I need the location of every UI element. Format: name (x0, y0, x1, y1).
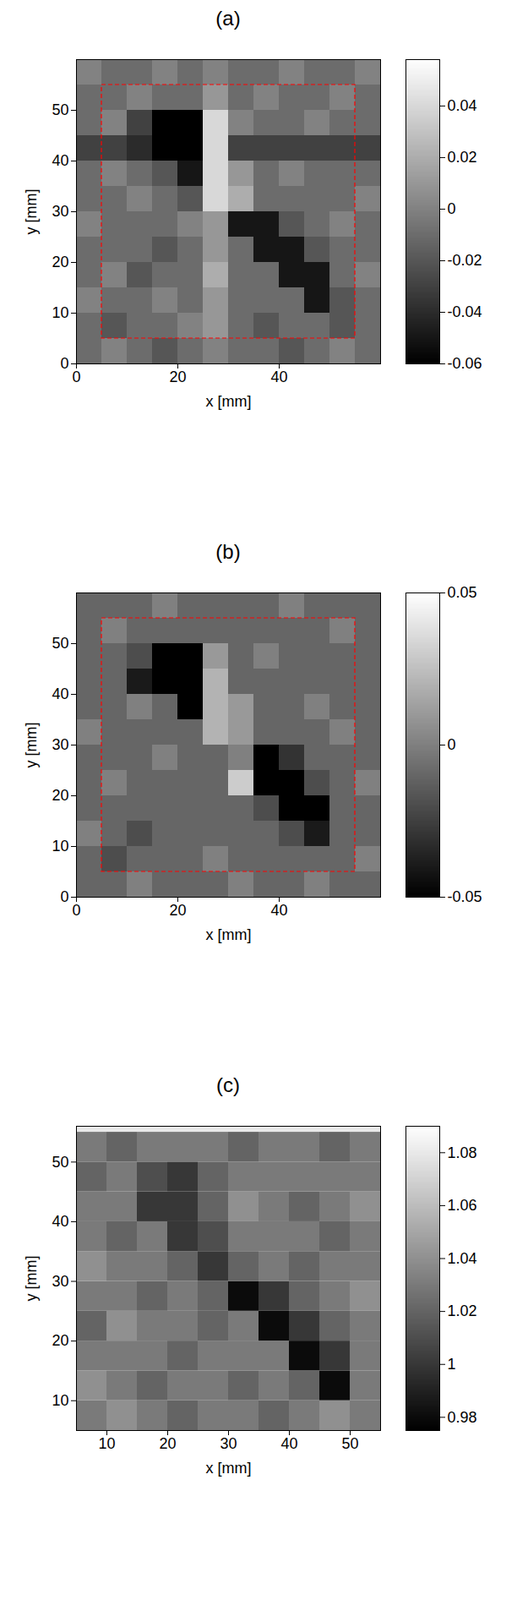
svg-text:1: 1 (447, 1355, 457, 1372)
svg-text:20: 20 (51, 253, 69, 271)
html-text:(b): (b) (215, 539, 241, 563)
html-text:(a): (a) (215, 6, 241, 30)
svg-text:30: 30 (219, 1434, 237, 1452)
svg-text:y [mm]: y [mm] (22, 1255, 40, 1301)
svg-text:y [mm]: y [mm] (22, 189, 40, 235)
svg-text:50: 50 (51, 1153, 69, 1171)
svg-text:x [mm]: x [mm] (206, 925, 252, 943)
svg-text:0.98: 0.98 (447, 1408, 478, 1426)
svg-text:-0.04: -0.04 (447, 303, 483, 321)
svg-text:x [mm]: x [mm] (206, 392, 252, 410)
svg-text:0.02: 0.02 (447, 148, 478, 166)
svg-text:20: 20 (158, 1434, 176, 1452)
svg-text:1.06: 1.06 (447, 1196, 478, 1214)
svg-text:0: 0 (59, 887, 69, 905)
svg-text:0: 0 (447, 735, 457, 753)
svg-text:1.02: 1.02 (447, 1301, 478, 1319)
svg-text:10: 10 (97, 1434, 115, 1452)
svg-text:0: 0 (447, 200, 457, 218)
svg-text:0: 0 (71, 901, 81, 919)
svg-text:10: 10 (51, 837, 69, 855)
svg-text:30: 30 (51, 735, 69, 753)
svg-text:20: 20 (51, 1331, 69, 1349)
svg-text:40: 40 (270, 368, 288, 386)
svg-text:-0.02: -0.02 (447, 251, 483, 269)
svg-text:50: 50 (51, 634, 69, 652)
svg-text:40: 40 (51, 1212, 69, 1230)
svg-text:20: 20 (168, 901, 186, 919)
svg-text:0.04: 0.04 (447, 97, 478, 115)
svg-text:y [mm]: y [mm] (22, 722, 40, 768)
svg-text:40: 40 (270, 901, 288, 919)
svg-text:30: 30 (51, 1272, 69, 1290)
svg-text:0: 0 (59, 354, 69, 372)
svg-text:50: 50 (51, 101, 69, 119)
svg-text:30: 30 (51, 202, 69, 220)
svg-text:0: 0 (71, 368, 81, 386)
svg-text:x [mm]: x [mm] (206, 1458, 252, 1476)
svg-text:40: 40 (51, 152, 69, 169)
svg-text:-0.06: -0.06 (447, 354, 483, 372)
svg-text:1.04: 1.04 (447, 1249, 478, 1267)
svg-text:0.05: 0.05 (447, 583, 478, 601)
svg-text:40: 40 (280, 1434, 298, 1452)
svg-text:10: 10 (51, 1391, 69, 1409)
svg-text:40: 40 (51, 685, 69, 703)
svg-text:20: 20 (51, 786, 69, 804)
html-text:(c): (c) (216, 1072, 240, 1096)
svg-text:-0.05: -0.05 (447, 887, 483, 905)
svg-text:1.08: 1.08 (447, 1143, 478, 1161)
svg-text:50: 50 (341, 1434, 359, 1452)
svg-text:10: 10 (51, 304, 69, 322)
svg-text:20: 20 (168, 368, 186, 386)
